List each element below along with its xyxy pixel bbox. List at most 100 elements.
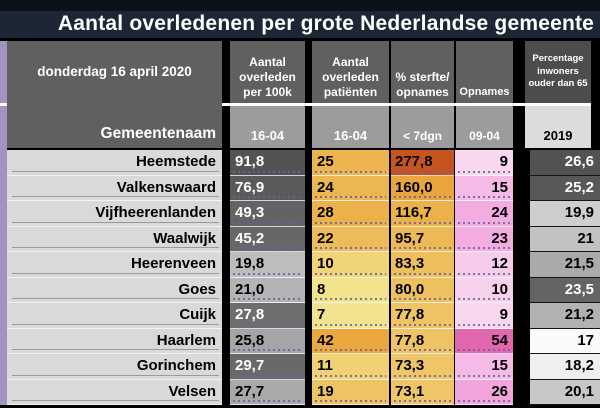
table-row: Velsen 27,7 19 73,1 26 20,1 <box>0 379 600 405</box>
dotted-underline-icon <box>394 170 451 173</box>
dotted-underline-icon <box>458 221 510 224</box>
dotted-underline-icon <box>315 298 386 300</box>
dotted-underline-icon <box>233 170 302 173</box>
mortality-pct-cell: 77,8 <box>391 303 454 329</box>
table-row: Heemstede 91,8 25 277,8 9 26,6 <box>0 150 600 176</box>
municipality-name-cell: Waalwijk <box>7 226 222 252</box>
deceased-patients-cell: 19 <box>312 379 389 405</box>
pct-over-65-cell: 21 <box>530 226 600 252</box>
pct-over-65-cell: 21,5 <box>530 252 600 278</box>
column-header-opnames: Opnames <box>456 41 513 103</box>
deaths-per-100k-cell: 25,8 <box>230 328 305 354</box>
municipality-name-cell: Goes <box>7 277 222 303</box>
dotted-underline-icon <box>315 196 386 198</box>
dotted-underline-icon <box>394 323 451 326</box>
name-column-label: Gemeentenaam <box>100 125 216 142</box>
dotted-underline-icon <box>233 298 302 300</box>
admissions-cell: 9 <box>455 303 513 329</box>
mortality-pct-cell: 160,0 <box>391 175 454 201</box>
subheader-opnames-date: 09-04 <box>456 106 513 148</box>
dotted-underline-icon <box>394 196 451 198</box>
cell-underline <box>12 374 219 376</box>
dotted-underline-icon <box>394 349 451 351</box>
deceased-patients-cell: 28 <box>312 201 389 227</box>
deaths-per-100k-cell: 27,7 <box>230 379 305 405</box>
municipality-name-cell: Cuijk <box>7 303 222 329</box>
deaths-per-100k-cell: 49,3 <box>230 201 305 227</box>
column-header-patienten: Aantal overleden patiënten <box>312 41 389 103</box>
dotted-underline-icon <box>315 247 386 249</box>
municipality-name-cell: Gorinchem <box>7 354 222 380</box>
dotted-underline-icon <box>458 323 510 326</box>
admissions-cell: 24 <box>455 201 513 227</box>
mortality-pct-cell: 73,1 <box>391 379 454 405</box>
header-divider-line <box>0 103 591 106</box>
cell-underline <box>12 221 219 223</box>
cell-underline <box>12 170 219 172</box>
mortality-pct-cell: 116,7 <box>391 201 454 227</box>
name-column-header: donderdag 16 april 2020 Gemeentenaam <box>7 41 222 148</box>
municipality-name-cell: Velsen <box>7 379 222 405</box>
deceased-patients-cell: 10 <box>312 252 389 278</box>
deaths-per-100k-cell: 21,0 <box>230 277 305 303</box>
mortality-pct-cell: 83,3 <box>391 252 454 278</box>
deaths-per-100k-cell: 45,2 <box>230 226 305 252</box>
dotted-underline-icon <box>315 374 386 377</box>
table-row: Valkenswaard 76,9 24 160,0 15 25,2 <box>0 175 600 201</box>
subheader-patienten-date: 16-04 <box>312 106 389 148</box>
table-row: Waalwijk 45,2 22 95,7 23 21 <box>0 226 600 252</box>
dotted-underline-icon <box>233 374 302 377</box>
mortality-pct-cell: 80,0 <box>391 277 454 303</box>
table-row: Vijfheerenlanden 49,3 28 116,7 24 19,9 <box>0 201 600 227</box>
mortality-pct-cell: 277,8 <box>391 150 454 176</box>
table-row: Haarlem 25,8 42 77,8 54 17 <box>0 328 600 354</box>
cell-underline <box>12 196 219 197</box>
cell-underline <box>12 349 219 350</box>
admissions-cell: 23 <box>455 226 513 252</box>
admissions-cell: 10 <box>455 277 513 303</box>
municipality-name-cell: Heemstede <box>7 150 222 176</box>
dotted-underline-icon <box>315 272 386 275</box>
dotted-underline-icon <box>315 170 386 173</box>
pct-over-65-cell: 23,5 <box>530 277 600 303</box>
pct-over-65-cell: 26,6 <box>530 150 600 176</box>
dotted-underline-icon <box>394 221 451 224</box>
mortality-pct-cell: 95,7 <box>391 226 454 252</box>
admissions-cell: 26 <box>455 379 513 405</box>
dotted-underline-icon <box>458 349 510 351</box>
subheader-2019: 2019 <box>525 106 591 148</box>
dotted-underline-icon <box>233 349 302 351</box>
subheader-per-100k-date: 16-04 <box>230 106 305 148</box>
dotted-underline-icon <box>458 374 510 377</box>
pct-over-65-cell: 17 <box>530 328 600 354</box>
date-label: donderdag 16 april 2020 <box>37 64 192 79</box>
dotted-underline-icon <box>458 298 510 300</box>
deceased-patients-cell: 25 <box>312 150 389 176</box>
deceased-patients-cell: 8 <box>312 277 389 303</box>
municipality-name-cell: Heerenveen <box>7 252 222 278</box>
subheader-7dgn: < 7dgn <box>391 106 454 148</box>
deaths-per-100k-cell: 91,8 <box>230 150 305 176</box>
deaths-per-100k-cell: 76,9 <box>230 175 305 201</box>
municipality-name-cell: Valkenswaard <box>7 175 222 201</box>
admissions-cell: 54 <box>455 328 513 354</box>
dotted-underline-icon <box>315 349 386 351</box>
dotted-underline-icon <box>315 323 386 326</box>
municipality-name-cell: Vijfheerenlanden <box>7 201 222 227</box>
cell-underline <box>12 323 219 325</box>
mortality-pct-cell: 77,8 <box>391 328 454 354</box>
dotted-underline-icon <box>233 272 302 275</box>
dotted-underline-icon <box>233 323 302 326</box>
cell-underline <box>12 272 219 274</box>
cell-underline <box>12 400 219 401</box>
pct-over-65-cell: 20,1 <box>530 379 600 405</box>
column-header-sterfte-opnames: % sterfte/ opnames <box>391 41 454 103</box>
dotted-underline-icon <box>394 374 451 377</box>
dotted-underline-icon <box>233 247 302 249</box>
dotted-underline-icon <box>233 221 302 224</box>
deceased-patients-cell: 7 <box>312 303 389 329</box>
admissions-cell: 12 <box>455 252 513 278</box>
dotted-underline-icon <box>458 400 510 402</box>
mortality-pct-cell: 73,3 <box>391 354 454 380</box>
